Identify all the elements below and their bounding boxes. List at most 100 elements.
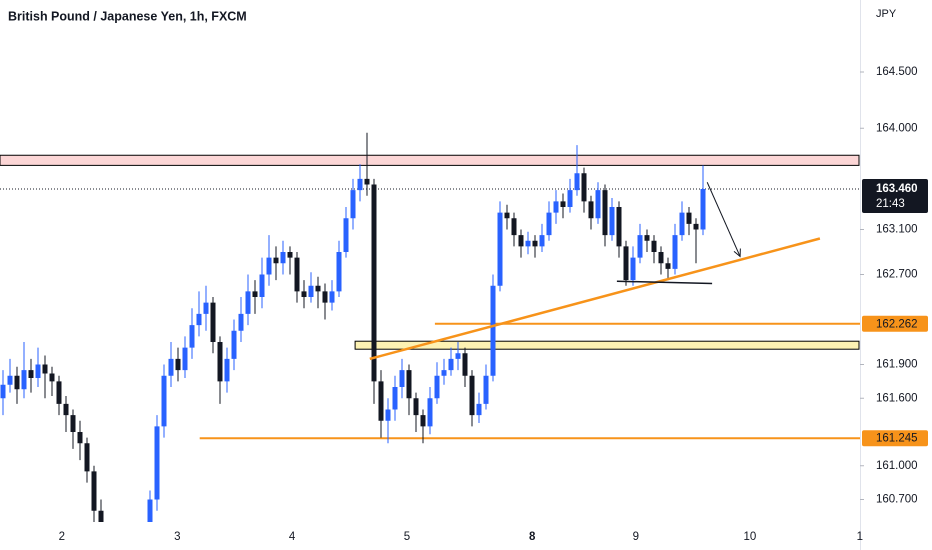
candle-body	[546, 212, 552, 236]
candle-body	[385, 409, 391, 421]
candle-body	[294, 257, 300, 292]
candle-body	[189, 325, 195, 348]
candle-body	[532, 240, 538, 247]
candle-body	[217, 342, 223, 382]
candle-body	[434, 375, 440, 399]
candle-body	[504, 212, 510, 219]
candle-body	[490, 285, 496, 376]
candle-body	[595, 190, 601, 219]
candle-body	[196, 313, 202, 326]
y-tick-label: 161.600	[876, 392, 918, 404]
chart-title: British Pound / Japanese Yen, 1h, FXCM	[8, 9, 247, 23]
trendline	[369, 237, 821, 361]
candle-body	[420, 415, 426, 427]
countdown-label: 21:43	[876, 198, 905, 210]
candle-body	[154, 426, 160, 500]
level-label-box	[862, 315, 928, 332]
candle-body	[49, 373, 55, 382]
candle-body	[56, 381, 62, 404]
candle-body	[7, 375, 13, 385]
candle-body	[315, 285, 321, 292]
candle-body	[322, 291, 328, 303]
y-tick-label: 161.000	[876, 460, 918, 472]
candle-body	[245, 291, 251, 314]
candle-body	[231, 330, 237, 359]
candle-body	[273, 257, 279, 264]
candle-body	[525, 240, 531, 247]
candle-body	[476, 403, 482, 416]
candle-body	[301, 291, 307, 297]
x-tick-label: 2	[59, 531, 65, 543]
candle-body	[357, 178, 363, 191]
candle-body	[665, 263, 671, 269]
plot-area	[0, 132, 860, 522]
candle-body	[623, 246, 629, 281]
y-tick-label: 160.700	[876, 494, 918, 506]
candle-body	[700, 189, 706, 230]
candle-body	[224, 358, 230, 382]
candle-body	[364, 178, 370, 185]
candle-body	[70, 415, 76, 432]
arrow-head	[733, 248, 741, 258]
candle-body	[462, 353, 468, 376]
candle-body	[497, 212, 503, 286]
candle-body	[0, 384, 6, 399]
candle-body	[371, 184, 377, 382]
candle-body	[672, 235, 678, 269]
candle-body	[588, 201, 594, 219]
candle-body	[574, 173, 580, 191]
candle-body	[147, 499, 153, 522]
x-tick-label: 1	[857, 531, 863, 543]
candle-body	[511, 218, 517, 236]
candle-body	[77, 432, 83, 444]
x-tick-label: 8	[529, 531, 536, 543]
y-tick-label: 162.700	[876, 269, 918, 281]
candle-body	[658, 252, 664, 264]
candle-body	[609, 207, 615, 236]
candle-body	[679, 212, 685, 236]
candle-body	[336, 252, 342, 292]
candle-body	[259, 274, 265, 297]
currency-label: JPY	[876, 8, 897, 20]
candle-body	[483, 375, 489, 404]
last-price-box	[862, 179, 928, 213]
candle-body	[252, 291, 258, 297]
candle-body	[35, 364, 41, 378]
candle-body	[210, 302, 216, 342]
x-tick-label: 4	[289, 531, 296, 543]
y-tick-label: 163.100	[876, 224, 918, 236]
candle-body	[539, 235, 545, 247]
candle-body	[518, 235, 524, 247]
candle-body	[469, 375, 475, 416]
candle-body	[287, 252, 293, 258]
candle-body	[413, 398, 419, 416]
candle-body	[168, 358, 174, 376]
candle-body	[84, 443, 90, 472]
x-tick-label: 9	[633, 531, 639, 543]
candle-body	[378, 381, 384, 421]
candle-body	[602, 190, 608, 236]
candle-body	[693, 223, 699, 230]
candle-body	[63, 403, 69, 416]
candle-body	[238, 313, 244, 331]
y-tick-label: 164.500	[876, 66, 918, 78]
candle-body	[630, 257, 636, 281]
trendline	[616, 280, 713, 285]
y-tick-label: 164.000	[876, 122, 918, 134]
x-tick-label: 3	[174, 531, 180, 543]
axes: 164.500 164.000 163.100 162.700 161.900 161.6…	[59, 66, 928, 543]
level-label-box	[862, 430, 928, 447]
y-tick-label: 161.900	[876, 359, 918, 371]
arrow	[706, 182, 741, 257]
zone	[0, 154, 860, 166]
candle-body	[553, 201, 559, 213]
candle-body	[448, 358, 454, 371]
level-label: 162.262	[876, 318, 918, 330]
candle-body	[686, 212, 692, 224]
candle-body	[637, 235, 643, 258]
candle-body	[343, 218, 349, 252]
candle-body	[21, 370, 27, 390]
candle-body	[406, 370, 412, 399]
candle-body	[175, 358, 181, 371]
candle-body	[399, 370, 405, 387]
